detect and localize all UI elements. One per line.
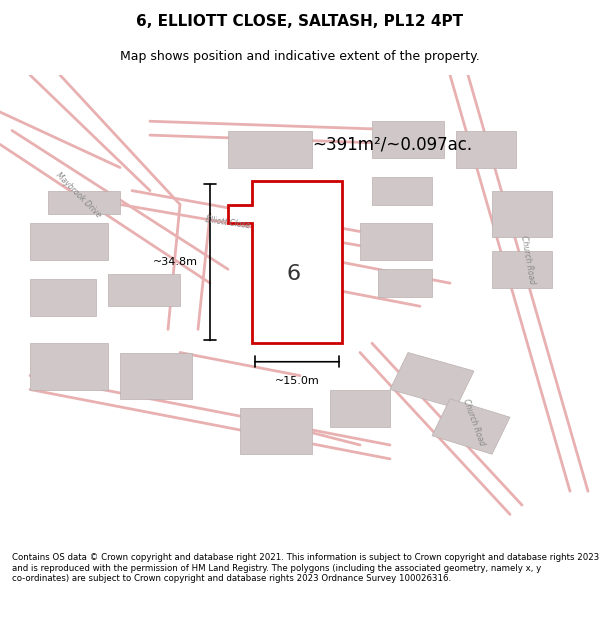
Text: Maybrook Drive: Maybrook Drive — [53, 171, 103, 220]
Polygon shape — [108, 274, 180, 306]
Text: Contains OS data © Crown copyright and database right 2021. This information is : Contains OS data © Crown copyright and d… — [12, 553, 599, 583]
Text: Elliott Close: Elliott Close — [205, 216, 251, 231]
Polygon shape — [372, 177, 432, 204]
Text: ~391m²/~0.097ac.: ~391m²/~0.097ac. — [312, 136, 472, 153]
Text: ~34.8m: ~34.8m — [153, 258, 198, 268]
Text: 6: 6 — [287, 264, 301, 284]
Polygon shape — [30, 223, 108, 260]
Polygon shape — [240, 408, 312, 454]
Polygon shape — [48, 191, 120, 214]
Polygon shape — [432, 399, 510, 454]
Polygon shape — [372, 121, 444, 158]
Polygon shape — [456, 131, 516, 168]
Polygon shape — [390, 352, 474, 408]
Polygon shape — [30, 279, 96, 316]
Polygon shape — [492, 251, 552, 288]
Text: Church Road: Church Road — [520, 235, 536, 285]
Text: Map shows position and indicative extent of the property.: Map shows position and indicative extent… — [120, 50, 480, 62]
Polygon shape — [378, 269, 432, 297]
Text: Church Road: Church Road — [461, 398, 487, 446]
Text: ~15.0m: ~15.0m — [275, 376, 319, 386]
Text: 6, ELLIOTT CLOSE, SALTASH, PL12 4PT: 6, ELLIOTT CLOSE, SALTASH, PL12 4PT — [136, 14, 464, 29]
Polygon shape — [330, 389, 390, 426]
Polygon shape — [30, 343, 108, 389]
Polygon shape — [360, 223, 432, 260]
Polygon shape — [228, 131, 312, 168]
Polygon shape — [492, 191, 552, 237]
Polygon shape — [228, 181, 342, 343]
Polygon shape — [120, 352, 192, 399]
